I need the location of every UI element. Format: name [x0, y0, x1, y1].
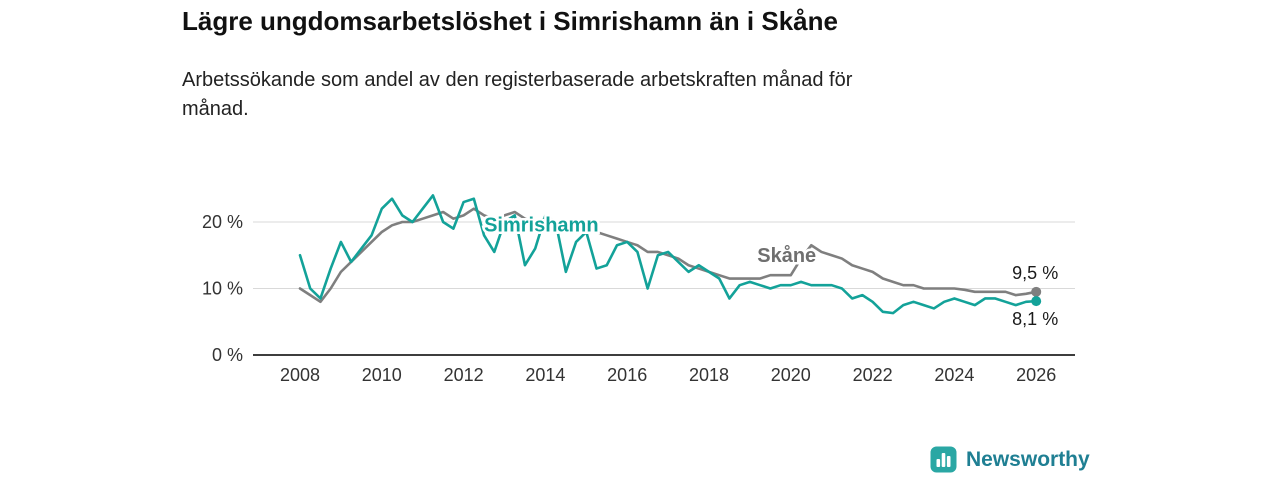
x-tick-label: 2016	[607, 365, 647, 385]
y-tick-label: 20 %	[202, 212, 243, 232]
series-label: Simrishamn	[484, 214, 598, 236]
newsworthy-logo-icon	[930, 446, 957, 473]
x-tick-label: 2010	[362, 365, 402, 385]
x-tick-label: 2012	[444, 365, 484, 385]
x-tick-label: 2024	[934, 365, 974, 385]
series-line-skne	[298, 207, 1038, 304]
y-tick-label: 0 %	[212, 345, 243, 365]
end-value-label: 8,1 %	[1012, 309, 1058, 329]
end-dot-skne	[1031, 286, 1042, 297]
y-tick-label: 10 %	[202, 279, 243, 299]
series-label: Skåne	[757, 244, 816, 267]
brand-footer: Newsworthy	[930, 446, 1090, 473]
series-line-simrishamn	[298, 194, 1038, 315]
chart-subtitle: Arbetssökande som andel av den registerb…	[182, 69, 853, 120]
end-dot-simrishamn	[1031, 296, 1042, 307]
x-tick-label: 2026	[1016, 365, 1056, 385]
x-tick-label: 2018	[689, 365, 729, 385]
x-tick-label: 2008	[280, 365, 320, 385]
x-tick-label: 2022	[853, 365, 893, 385]
chart-title: Lägre ungdomsarbetslöshet i Simrishamn ä…	[182, 6, 838, 36]
x-tick-label: 2020	[771, 365, 811, 385]
brand-wordmark: Newsworthy	[966, 447, 1090, 471]
x-tick-label: 2014	[525, 365, 565, 385]
end-value-label: 9,5 %	[1012, 263, 1058, 283]
